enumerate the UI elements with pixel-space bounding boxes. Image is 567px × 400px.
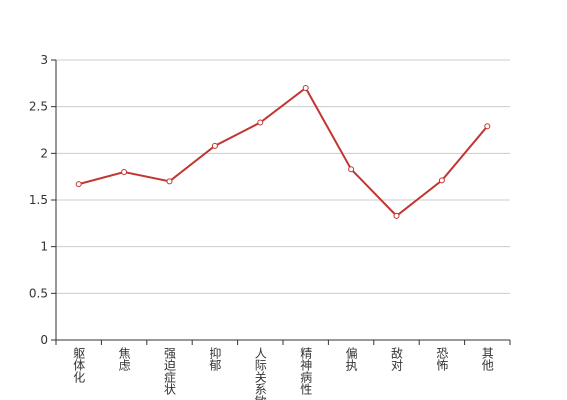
point (257, 119, 264, 126)
point (484, 123, 491, 130)
point (348, 166, 355, 173)
line (78, 86, 489, 218)
x-tick-label: 其他 (480, 347, 494, 371)
point (302, 85, 309, 91)
x-tick-label: 强迫症状 (163, 347, 177, 395)
x-tick-label: 焦虑 (117, 347, 131, 371)
x-tick-label: 人际关系敏感 (253, 347, 267, 400)
x-tick-label: 敌对 (390, 346, 404, 371)
y-tick-label: 1.5 (29, 193, 48, 207)
point (121, 169, 128, 175)
y-tick-label: 0.5 (29, 286, 48, 300)
x-tick-label: 精神病性 (299, 347, 313, 396)
point (393, 212, 400, 219)
y-tick-label: 1 (40, 240, 48, 254)
x-tick-label: 偏执 (344, 346, 358, 372)
point (166, 178, 173, 185)
y-tick-label: 0 (40, 333, 48, 347)
y-tick-label: 2 (40, 146, 48, 160)
x-tick-label: 恐怖 (435, 347, 449, 371)
x-tick-label: 躯体化 (72, 346, 86, 384)
point (438, 177, 445, 184)
x-tick-label: 抑郁 (208, 346, 222, 372)
y-tick-label: 2.5 (29, 100, 48, 114)
y-tick-label: 3 (40, 53, 48, 67)
point (211, 142, 218, 149)
point (75, 181, 82, 188)
